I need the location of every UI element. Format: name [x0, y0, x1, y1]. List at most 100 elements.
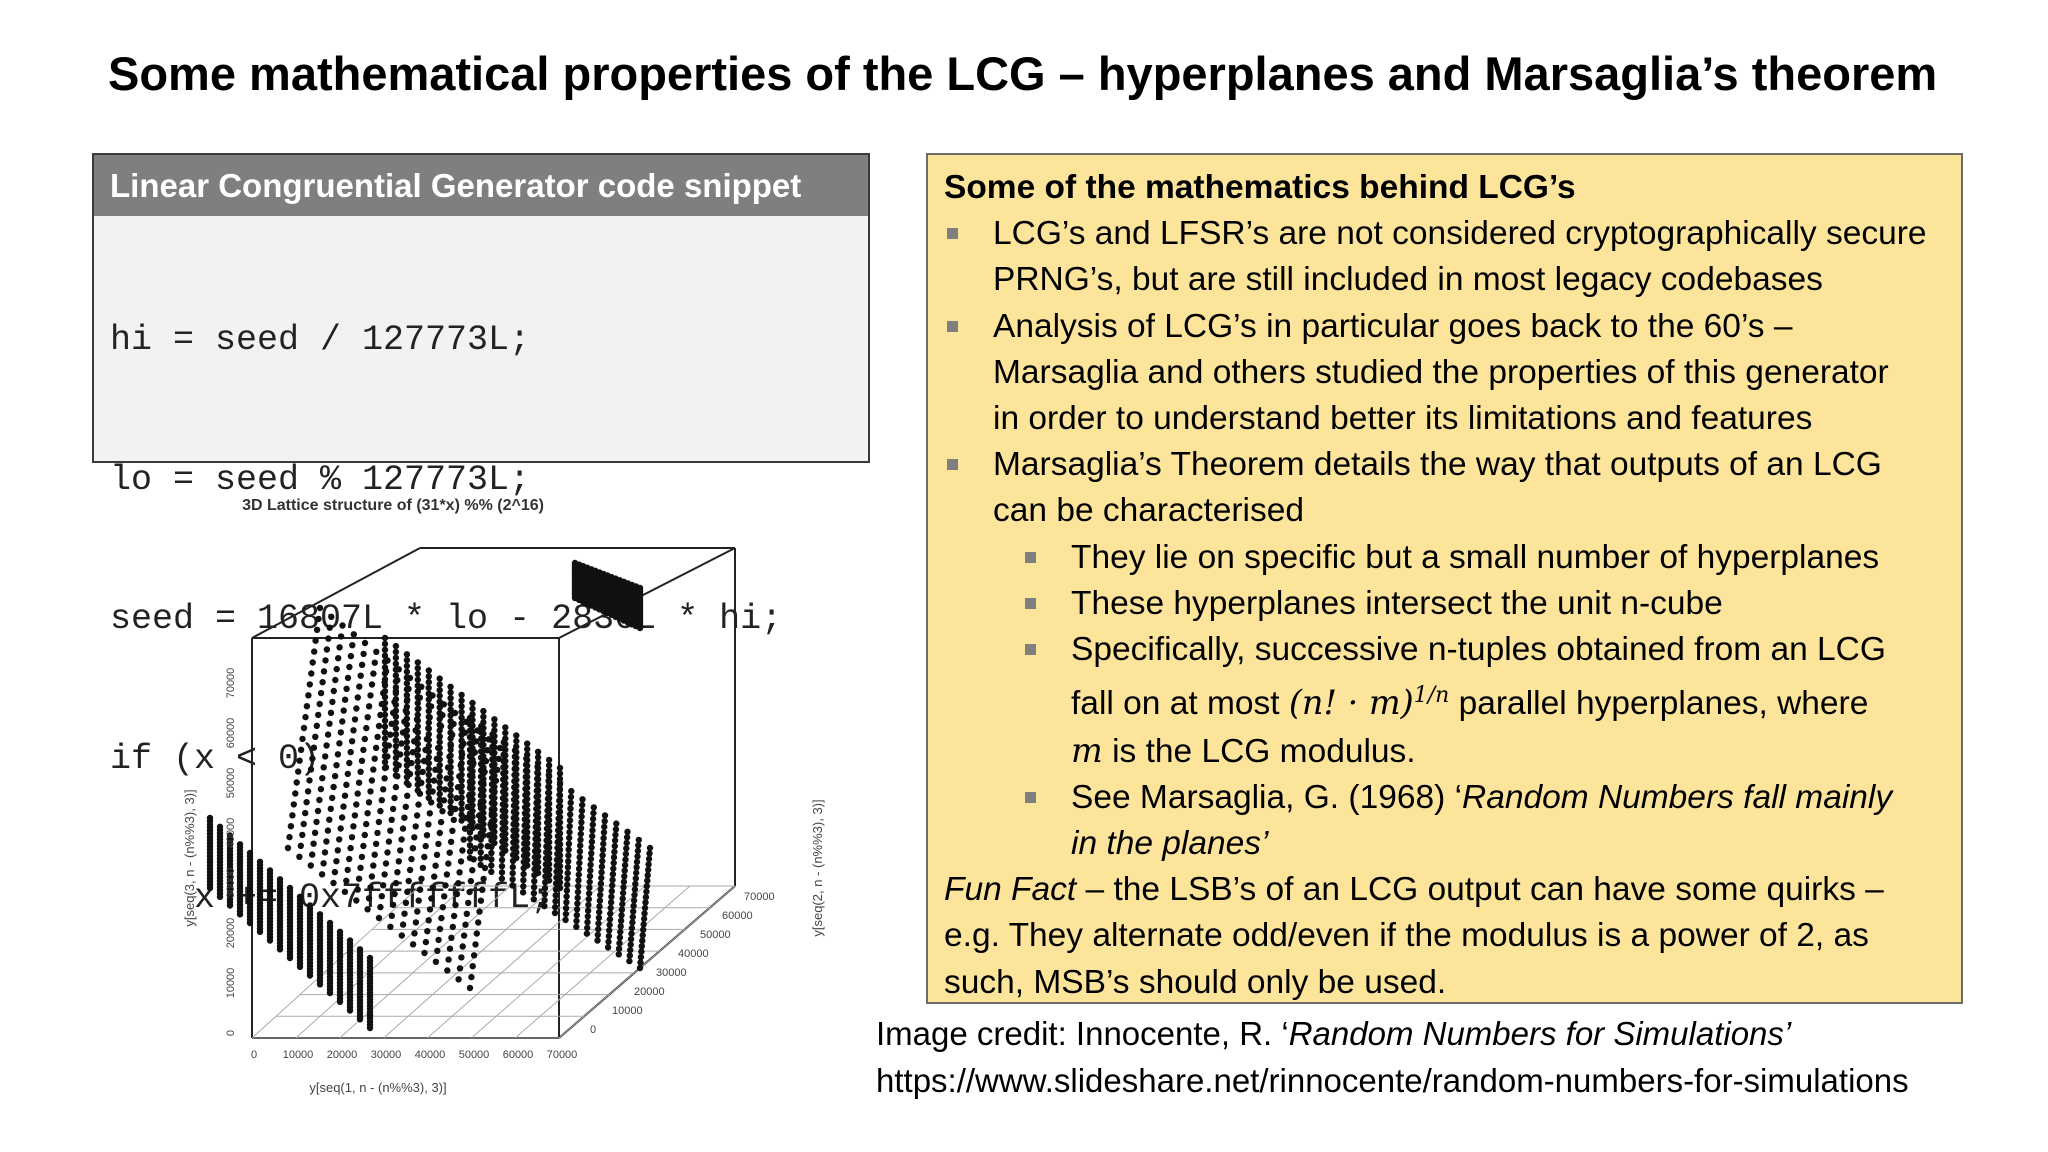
- lattice-point: [350, 631, 357, 638]
- lattice-point: [436, 715, 443, 723]
- lattice-point: [409, 845, 417, 852]
- credit-line: Image credit: Innocente, R. ‘Random Numb…: [876, 1015, 1792, 1052]
- lattice-point: [392, 737, 400, 744]
- lattice-point: [339, 718, 346, 725]
- lattice-point: [556, 770, 564, 777]
- lattice-point: [477, 792, 485, 799]
- lattice-point: [589, 827, 596, 834]
- lattice-point: [498, 875, 506, 882]
- lattice-point: [381, 640, 389, 648]
- lattice-point: [332, 676, 339, 684]
- lattice-point: [533, 781, 541, 788]
- lattice-point: [367, 788, 374, 795]
- lattice-point: [521, 840, 528, 847]
- lattice-point: [425, 696, 432, 703]
- lattice-point: [324, 731, 332, 738]
- lattice-point: [615, 945, 623, 952]
- lattice-point: [458, 708, 465, 716]
- lattice-point: [632, 880, 639, 888]
- lattice-point: [326, 989, 334, 997]
- lattice-point: [415, 897, 422, 904]
- lattice-point: [499, 832, 506, 839]
- lattice-point: [300, 724, 308, 732]
- lattice-point: [292, 790, 299, 797]
- lattice-point: [381, 729, 389, 736]
- lattice-point: [303, 703, 311, 710]
- lattice-point: [361, 831, 368, 839]
- lattice-point: [633, 869, 640, 877]
- lattice-point: [381, 747, 389, 754]
- lattice-point: [500, 739, 507, 746]
- lattice-point: [532, 811, 540, 819]
- lattice-point: [577, 842, 584, 849]
- lattice-point: [381, 688, 389, 695]
- lattice-point: [499, 850, 506, 858]
- lattice-point: [381, 652, 389, 659]
- bullet-text: See Marsaglia, G. (1968) ‘Random Numbers…: [1071, 778, 1893, 816]
- lattice-point: [511, 747, 519, 754]
- lattice-point: [434, 947, 441, 954]
- lattice-point: [436, 692, 443, 700]
- lattice-point: [621, 867, 628, 874]
- lattice-point: [403, 756, 411, 763]
- lattice-point: [372, 840, 380, 847]
- lattice-point: [530, 884, 538, 891]
- lattice-point: [466, 733, 474, 741]
- lattice-point: [466, 784, 474, 792]
- lattice-point: [531, 859, 538, 867]
- sub-bullet-item: Specifically, successive n-tuples obtain…: [944, 627, 1945, 775]
- fun-fact: Fun Fact – the LSB’s of an LCG output ca…: [944, 871, 1884, 909]
- lattice-point: [381, 658, 389, 665]
- lattice-point: [365, 799, 373, 806]
- lattice-point: [371, 755, 378, 762]
- lattice-point: [532, 841, 539, 849]
- lattice-point: [644, 872, 651, 879]
- lattice-point: [567, 811, 574, 818]
- lattice-point: [589, 815, 597, 823]
- lattice-point: [421, 853, 428, 861]
- lattice-point: [436, 761, 443, 769]
- lattice-point: [297, 746, 305, 753]
- lattice-point: [458, 794, 465, 801]
- lattice-point: [543, 825, 551, 832]
- lattice-point: [520, 883, 527, 890]
- credit-url[interactable]: https://www.slideshare.net/rinnocente/ra…: [876, 1062, 1909, 1099]
- lattice-point: [568, 787, 575, 795]
- lattice-point: [545, 789, 552, 796]
- lattice-point: [612, 831, 619, 839]
- lattice-point: [356, 683, 363, 690]
- lattice-point: [236, 911, 244, 918]
- lattice-point: [562, 910, 570, 918]
- lattice-point: [458, 800, 465, 807]
- lattice-point: [403, 697, 411, 705]
- lattice-point: [631, 886, 639, 893]
- lattice-point: [378, 797, 385, 804]
- lattice-point: [466, 835, 474, 843]
- lattice-point: [367, 692, 374, 699]
- lattice-point: [543, 843, 550, 850]
- lattice-point: [585, 890, 593, 897]
- lattice-point: [575, 877, 582, 884]
- lattice-point: [354, 790, 361, 797]
- bullet-item: LCG’s and LFSR’s are not considered cryp…: [944, 211, 1945, 303]
- lattice-point: [585, 896, 592, 903]
- lattice-point: [302, 809, 309, 817]
- lattice-point: [609, 871, 617, 878]
- square-bullet-icon: [947, 320, 958, 332]
- lattice-point: [403, 686, 411, 693]
- square-bullet-icon: [947, 228, 958, 240]
- tick-label: 10000: [283, 1049, 314, 1061]
- y-axis-label: y[seq(2, n - (n%%3), 3)]: [810, 799, 825, 936]
- lattice-point: [343, 877, 350, 884]
- lattice-point: [532, 817, 540, 825]
- lattice-point: [573, 906, 581, 913]
- lattice-point: [607, 904, 614, 912]
- lattice-point: [637, 959, 644, 966]
- lattice-point: [414, 705, 421, 713]
- lattice-point: [488, 862, 495, 869]
- lattice-point: [545, 777, 552, 784]
- lattice-point: [325, 635, 332, 642]
- lattice-point: [531, 865, 538, 873]
- lattice-point: [469, 963, 476, 970]
- lattice-point: [616, 939, 623, 947]
